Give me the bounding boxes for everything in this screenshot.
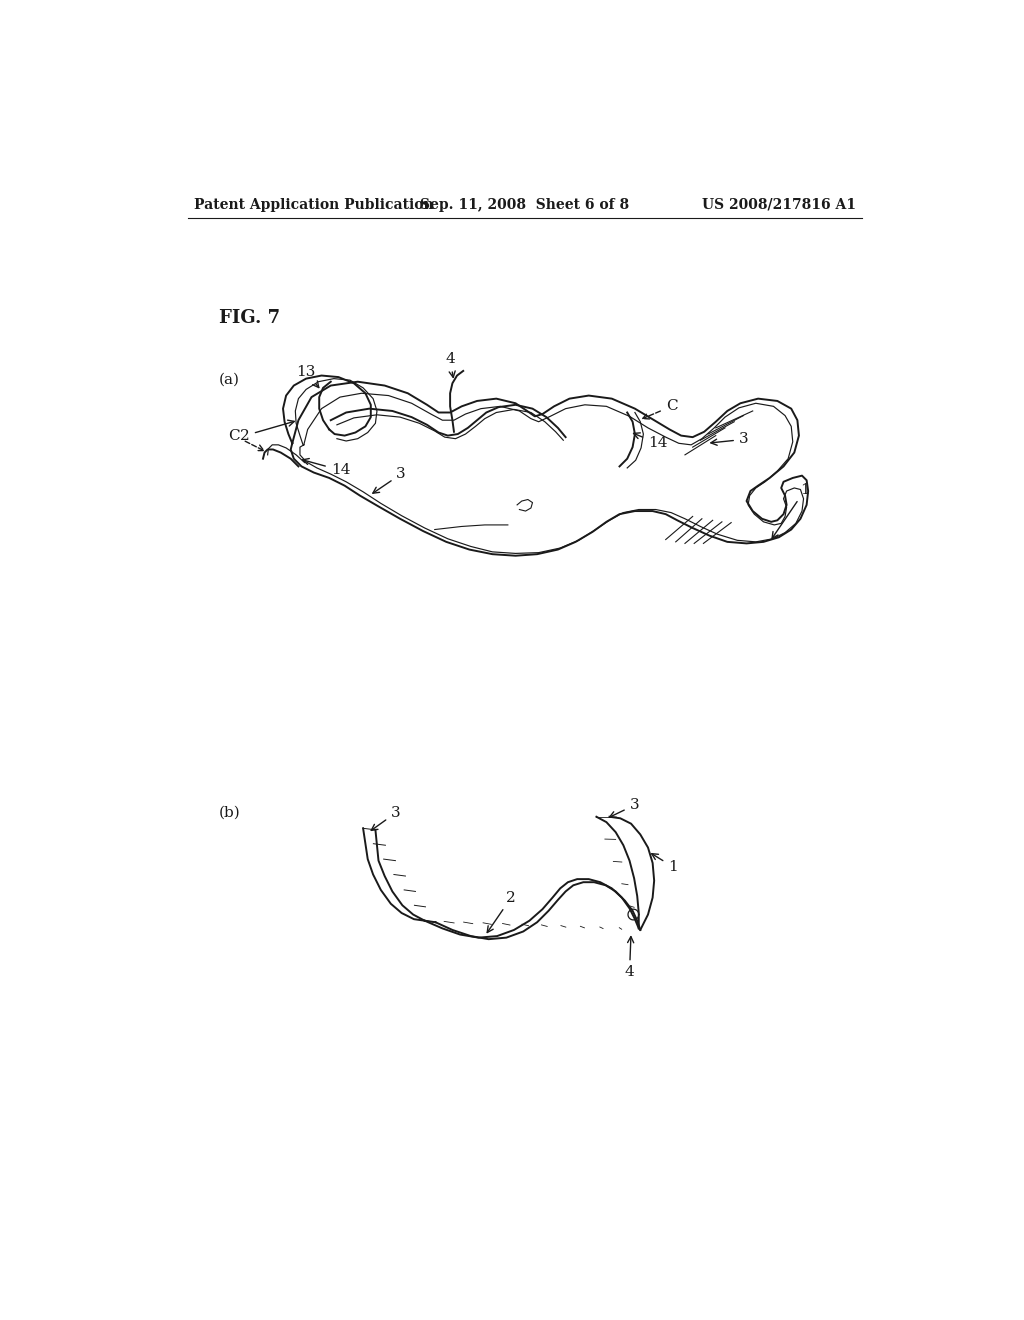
Text: (b): (b): [219, 805, 241, 820]
Text: 2: 2: [241, 420, 294, 442]
Text: 13: 13: [296, 364, 318, 388]
Text: C: C: [643, 400, 677, 418]
Text: 3: 3: [711, 433, 749, 446]
Text: 1: 1: [772, 483, 810, 539]
Text: 14: 14: [634, 433, 668, 450]
Text: 3: 3: [373, 467, 406, 494]
Text: 2: 2: [487, 891, 516, 932]
Text: 1: 1: [651, 854, 678, 874]
Text: Patent Application Publication: Patent Application Publication: [194, 198, 433, 211]
Text: 3: 3: [609, 799, 639, 817]
Text: US 2008/217816 A1: US 2008/217816 A1: [701, 198, 856, 211]
Text: 4: 4: [625, 937, 635, 979]
Text: 4: 4: [445, 352, 456, 378]
Text: 3: 3: [372, 807, 400, 830]
Text: FIG. 7: FIG. 7: [219, 309, 281, 326]
Text: (a): (a): [219, 372, 240, 387]
Text: Sep. 11, 2008  Sheet 6 of 8: Sep. 11, 2008 Sheet 6 of 8: [420, 198, 630, 211]
Text: 14: 14: [303, 458, 350, 478]
Text: C: C: [228, 429, 264, 450]
